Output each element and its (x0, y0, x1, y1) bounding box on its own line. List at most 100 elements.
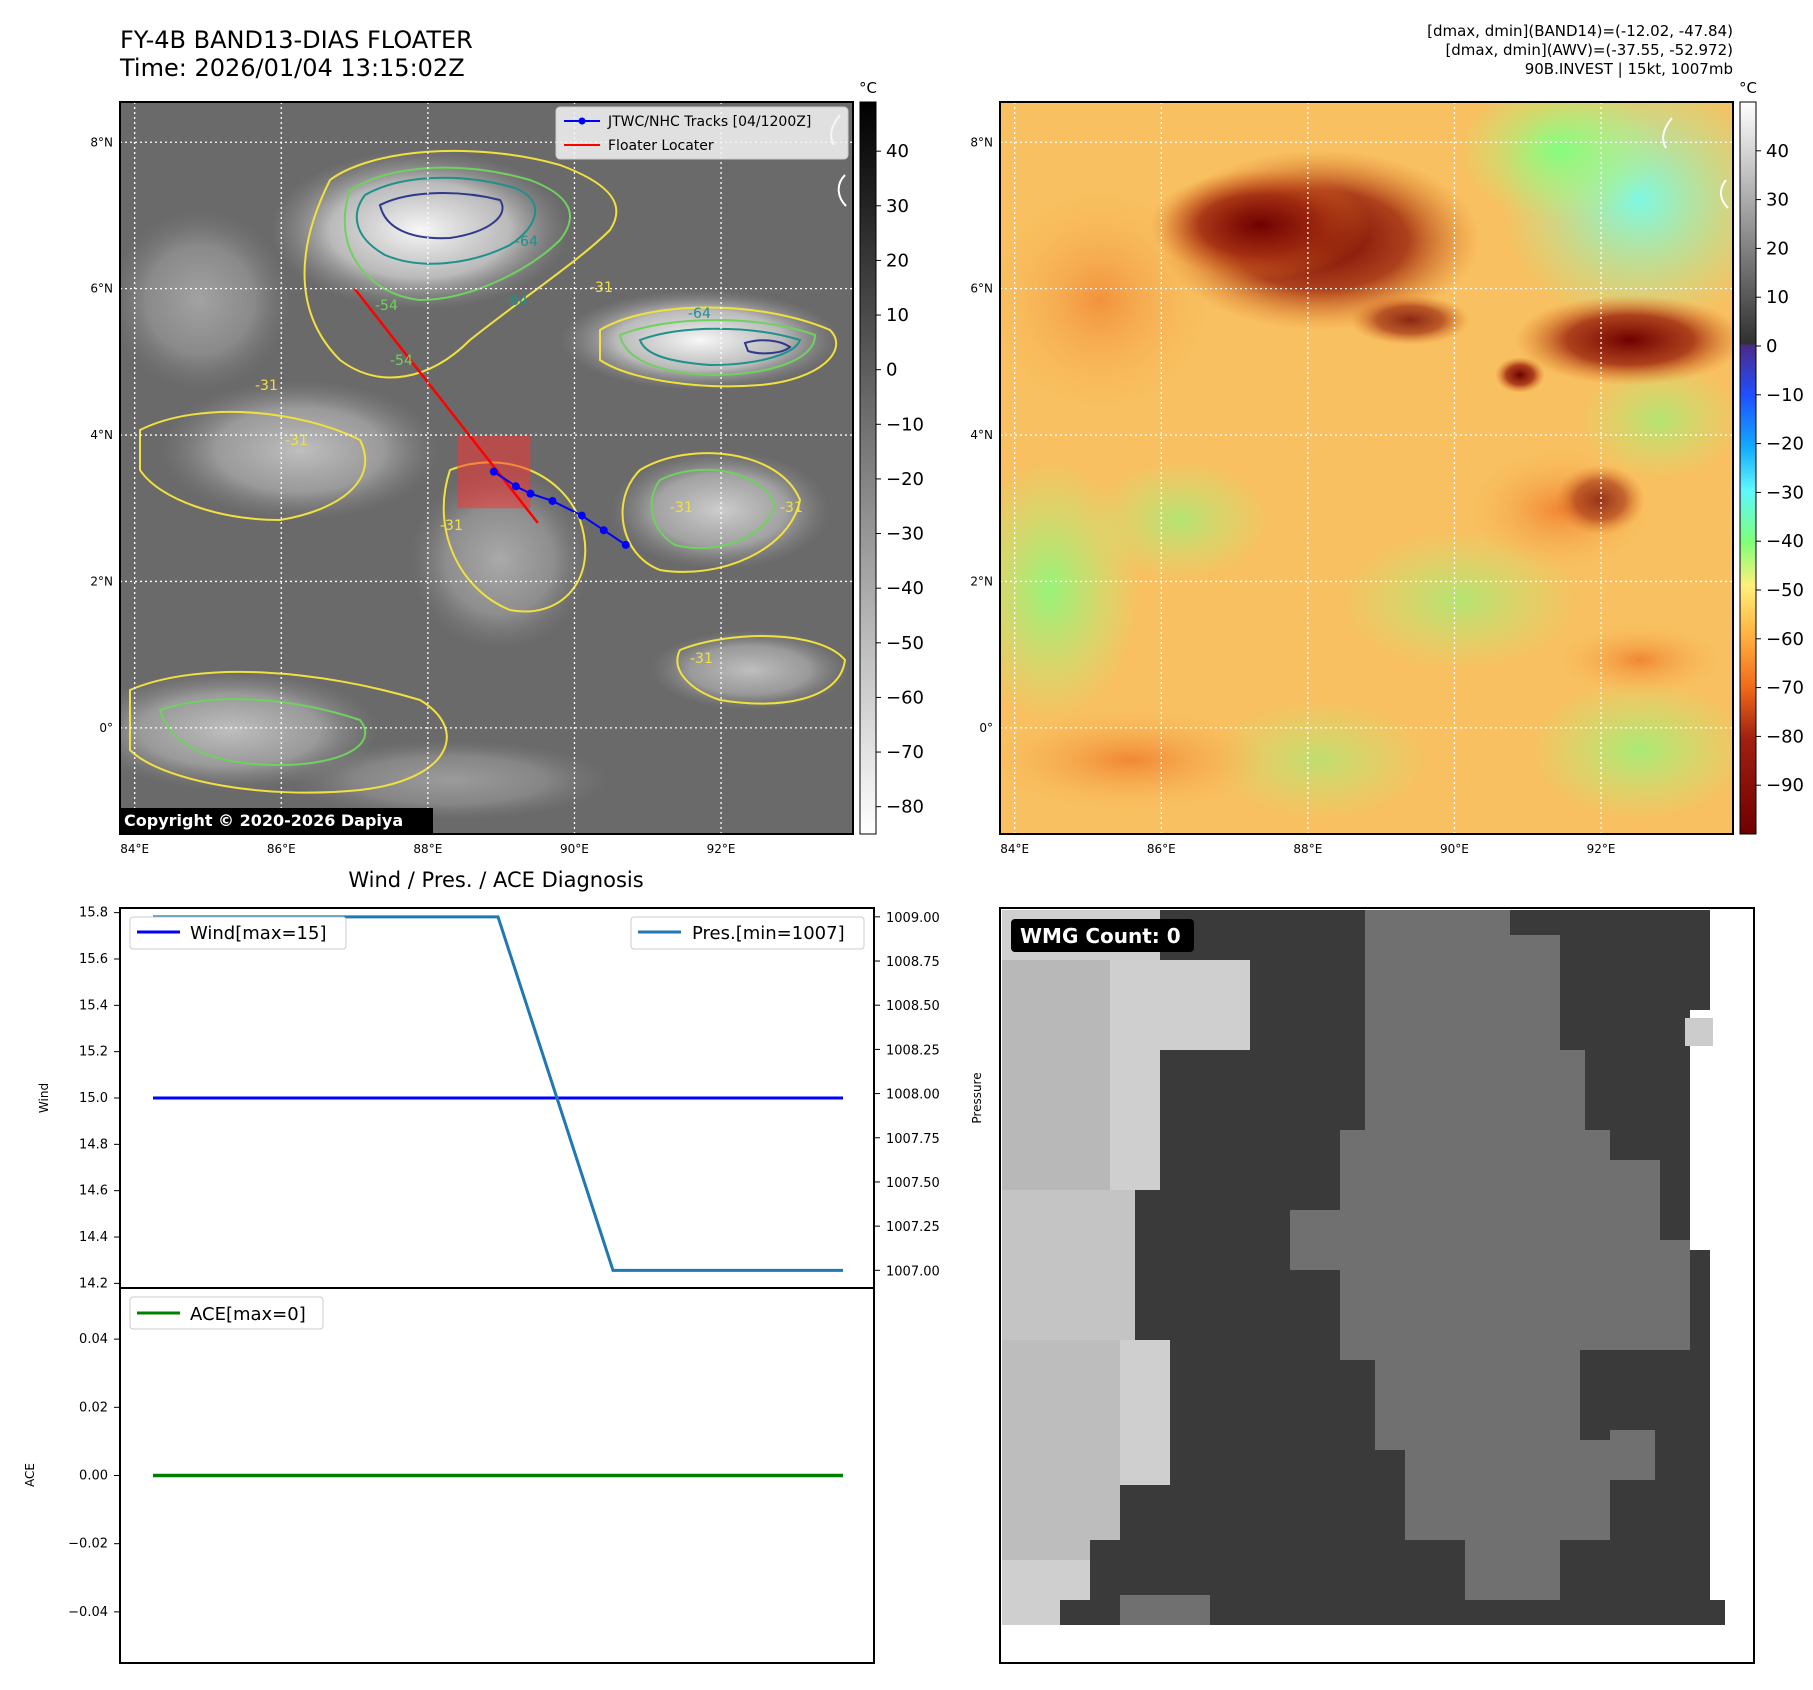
ace-legend-label: ACE[max=0] (190, 1304, 306, 1325)
contour-label: -64 (505, 293, 528, 309)
jtwc-track-points (489, 467, 630, 549)
info-line-storm: 90B.INVEST | 15kt, 1007mb (1524, 60, 1733, 78)
map-axis-ticks: 84°E 86°E 88°E 90°E 92°E 8°N 6°N 4°N 2°N 0° (970, 135, 1615, 856)
ace-legend: ACE[max=0] (129, 1296, 324, 1330)
axis-tick-label: 14.2 (79, 1276, 108, 1291)
wmg-cells (1002, 910, 1725, 1625)
axis-tick-label: 1008.25 (886, 1043, 940, 1058)
ace-axis-label: ACE (23, 1463, 37, 1487)
lat-tick-label: 0° (99, 721, 113, 735)
axis-tick-label: 14.6 (79, 1184, 108, 1199)
lon-tick-label: 92°E (1587, 842, 1616, 856)
colorbar-tick-label: −20 (886, 469, 924, 490)
pressure-legend: Pres.[min=1007] (630, 916, 865, 950)
lat-tick-label: 0° (979, 721, 993, 735)
colorbar-tick-label: 40 (886, 141, 909, 162)
wmg-count-box (1011, 919, 1194, 952)
ir-enhanced-map: 84°E 86°E 88°E 90°E 92°E 8°N 6°N 4°N 2°N 0° °C 40… (970, 79, 1804, 856)
wmg-panel: WMG Count: 0 (999, 907, 1755, 1664)
colorbar-tick-label: −60 (886, 687, 924, 708)
axis-tick-label: 1008.50 (886, 999, 940, 1014)
track-point (526, 489, 535, 498)
diagnosis-title: Wind / Pres. / ACE Diagnosis (348, 868, 643, 892)
colorbar-unit: °C (859, 79, 877, 97)
colorbar-tick-label: 20 (1766, 238, 1789, 259)
axis-tick-label: 1008.75 (886, 955, 940, 970)
wmg-count-label: WMG Count: 0 (1020, 924, 1181, 948)
axis-tick-label: 1009.00 (886, 911, 940, 926)
lat-tick-label: 8°N (90, 135, 113, 149)
lon-tick-label: 92°E (707, 842, 736, 856)
lat-tick-label: 6°N (970, 282, 993, 296)
pressure-axis-label: Pressure (970, 1072, 984, 1123)
axis-tick-label: 15.6 (79, 952, 108, 967)
track-point (548, 496, 557, 505)
colorbar-tick-label: −70 (886, 742, 924, 763)
axis-tick-label: 1007.25 (886, 1220, 940, 1235)
cloud-imagery: -64 -64 -64 -54 -54 -31 -31 -31 -31 -31 … (120, 102, 853, 834)
axis-tick-label: 14.8 (79, 1137, 108, 1152)
colorbar-tick-label: −60 (1766, 629, 1804, 650)
lat-tick-label: 4°N (90, 428, 113, 442)
storm-info: [dmax, dmin](BAND14)=(-12.02, -47.84) [d… (1427, 22, 1733, 79)
colorbar-tick-label: −30 (886, 524, 924, 545)
axis-tick-label: 0.04 (79, 1332, 108, 1347)
copyright-text: Copyright © 2020-2026 Dapiya (124, 811, 403, 830)
colorbar-tick-label: −50 (886, 633, 924, 654)
legend-locater-label: Floater Locater (608, 138, 714, 154)
colorbar-temperature (1739, 101, 1757, 835)
track-point (599, 526, 608, 535)
lat-tick-label: 2°N (970, 574, 993, 588)
legend-track-marker (578, 117, 586, 125)
map-frame (999, 101, 1734, 835)
colorbar-ticks: 40 30 20 10 0 −10 −20 −30 −40 −50 −60 −70 −80 −90 (1756, 141, 1804, 796)
colorbar-tick-label: −40 (886, 578, 924, 599)
lon-tick-label: 86°E (1147, 842, 1176, 856)
colorbar-tick-label: 30 (1766, 190, 1789, 211)
axis-tick-label: 15.0 (79, 1091, 108, 1106)
contour-label: -31 (670, 500, 693, 516)
lon-tick-label: 90°E (1440, 842, 1469, 856)
lat-tick-label: 6°N (90, 282, 113, 296)
axis-tick-label: 1007.75 (886, 1132, 940, 1147)
colorbar-ticks: 40 30 20 10 0 −10 −20 −30 −40 −50 −60 −70 −80 (876, 141, 924, 818)
map-axis-ticks: 84°E 86°E 88°E 90°E 92°E 8°N 6°N 4°N 2°N 0° (90, 135, 735, 856)
lon-tick-label: 84°E (1000, 842, 1029, 856)
colorbar-tick-label: −20 (1766, 434, 1804, 455)
copyright-box (120, 808, 433, 833)
enhanced-imagery (1000, 102, 1733, 834)
colorbar-tick-label: −80 (1766, 726, 1804, 747)
axis-tick-label: 14.4 (79, 1230, 108, 1245)
ace-chart: ACE −0.04 −0.02 0.00 0.02 0.04 ACE[max=0] (23, 1287, 875, 1664)
colorbar-tick-label: 40 (1766, 141, 1789, 162)
axis-tick-label: 0.02 (79, 1400, 108, 1415)
ir-grayscale-map: -64 -64 -64 -54 -54 -31 -31 -31 -31 -31 … (90, 79, 924, 856)
colorbar-tick-label: 10 (886, 305, 909, 326)
axis-tick-label: 0.00 (79, 1469, 108, 1484)
colorbar-tick-label: −80 (886, 797, 924, 818)
contour-label: -31 (285, 433, 308, 449)
colorbar-tick-label: −50 (1766, 580, 1804, 601)
contour-label: -31 (690, 651, 713, 667)
contour-label: -64 (688, 306, 711, 322)
axis-tick-label: 15.2 (79, 1045, 108, 1060)
map-legend: JTWC/NHC Tracks [04/1200Z] Floater Locat… (555, 106, 849, 160)
axis-tick-label: 1008.00 (886, 1088, 940, 1103)
contour-label: -64 (515, 234, 538, 250)
axis-tick-label: 15.8 (79, 906, 108, 921)
axis-tick-label: 15.4 (79, 998, 108, 1013)
title-line-1: FY-4B BAND13-DIAS FLOATER (120, 26, 473, 54)
wind-pressure-chart: Wind Pressure 14.2 14.4 14.6 14.8 15.0 15.2 15… (37, 906, 984, 1292)
lon-tick-label: 88°E (1293, 842, 1322, 856)
contour-label: -54 (390, 353, 413, 369)
lon-tick-label: 86°E (267, 842, 296, 856)
colorbar-tick-label: 0 (886, 360, 897, 381)
contour-label: -31 (590, 280, 613, 296)
figure-title: FY-4B BAND13-DIAS FLOATER Time: 2026/01/… (120, 26, 473, 82)
colorbar-tick-label: −40 (1766, 531, 1804, 552)
contour-label-group: -64 -64 -64 -54 -54 -31 -31 -31 -31 -31 … (255, 234, 803, 667)
colorbar-unit: °C (1739, 79, 1757, 97)
wind-legend-label: Wind[max=15] (190, 923, 327, 944)
colorbar-tick-label: −10 (1766, 385, 1804, 406)
